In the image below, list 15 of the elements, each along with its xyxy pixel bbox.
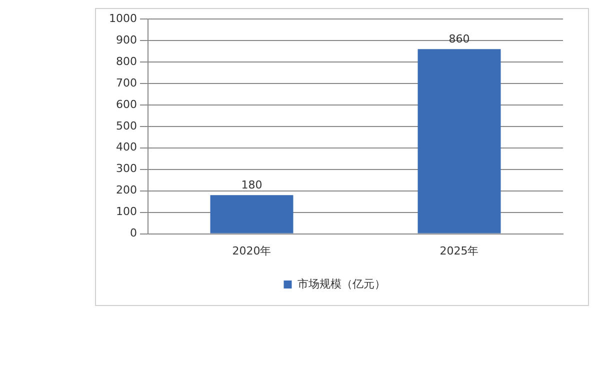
y-tick-label: 200 [116,184,137,197]
data-label: 180 [241,178,262,192]
y-tick-label: 800 [116,54,137,68]
y-tick-label: 500 [116,119,137,132]
y-tick-label: 100 [116,205,137,218]
y-tick-label: 900 [116,33,137,46]
y-tick-label: 400 [116,140,137,154]
y-tick-label: 0 [130,226,137,240]
x-tick-label: 2020年 [232,244,272,258]
y-tick-label: 700 [116,76,137,90]
y-tick-label: 300 [116,162,137,176]
y-tick-label: 1000 [108,12,137,25]
x-tick-label: 2025年 [440,244,479,258]
legend-label: 市场规模（亿元） [297,277,386,290]
y-tick-label: 600 [116,98,137,111]
